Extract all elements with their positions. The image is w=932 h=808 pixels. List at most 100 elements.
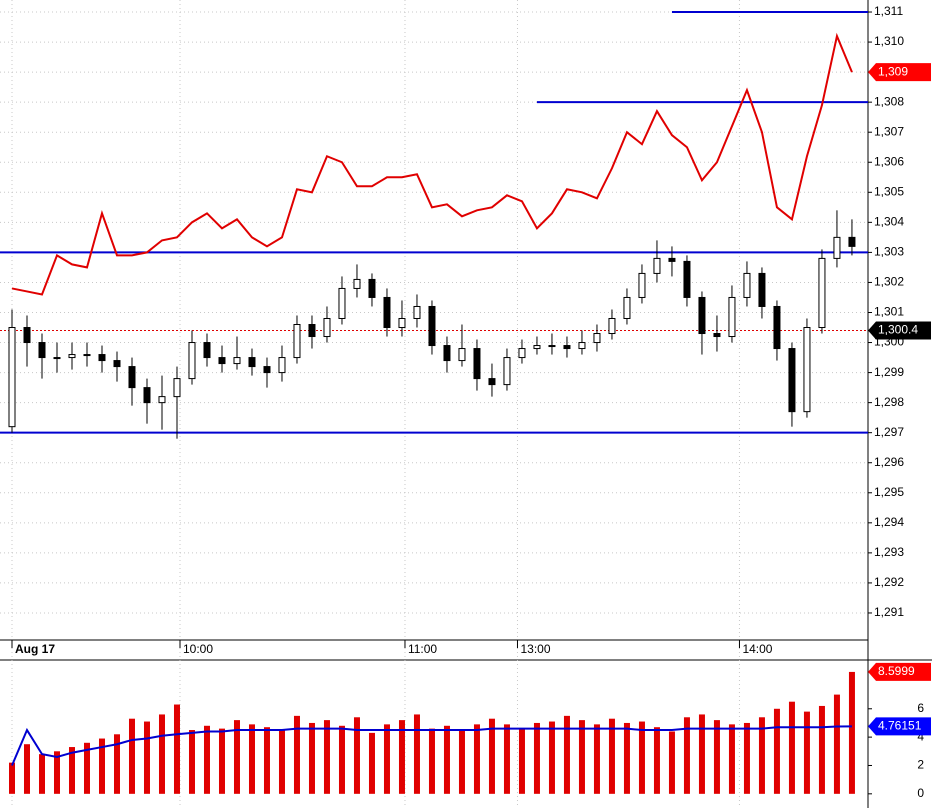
- volume-bar: [143, 721, 150, 794]
- candle-body: [833, 236, 841, 259]
- y-tick-label: 1,302: [874, 275, 904, 289]
- candle-body: [383, 296, 391, 329]
- price-flag: [868, 321, 931, 340]
- candle-body: [263, 366, 271, 374]
- volume-bar: [113, 734, 120, 794]
- candle-body: [593, 333, 601, 344]
- volume-bar: [38, 754, 45, 794]
- candle-body: [443, 345, 451, 362]
- candle-body: [248, 357, 256, 368]
- candle-body: [503, 357, 511, 386]
- candle-body: [713, 333, 721, 338]
- candle-body: [38, 342, 46, 359]
- volume-bar: [98, 738, 105, 794]
- volume-bar: [638, 721, 645, 794]
- volume-bar: [818, 705, 825, 794]
- volume-bar: [593, 724, 600, 794]
- candle-body: [428, 305, 436, 347]
- volume-bar: [233, 720, 240, 794]
- y-tick-label: 1,293: [874, 545, 904, 559]
- candle-body: [128, 366, 136, 389]
- volume-bar: [653, 727, 660, 794]
- price-flag: [868, 63, 931, 82]
- y-tick-label: 1,304: [874, 215, 904, 229]
- y-tick-label: 1,306: [874, 154, 904, 168]
- price-flag-label: 8.5999: [878, 664, 915, 678]
- volume-bar: [8, 762, 15, 794]
- candle-body: [458, 348, 466, 362]
- candle-body: [413, 305, 421, 319]
- candle-body: [728, 296, 736, 338]
- candle-body: [338, 287, 346, 319]
- volume-bar: [188, 730, 195, 794]
- volume-bar: [383, 724, 390, 794]
- volume-bar: [308, 722, 315, 794]
- candle-body: [758, 272, 766, 307]
- y-tick-label: 1,305: [874, 184, 904, 198]
- candle-body: [203, 342, 211, 359]
- candle-body: [53, 357, 61, 360]
- candle-body: [173, 378, 181, 398]
- candle-body: [518, 348, 526, 359]
- candle-body: [398, 317, 406, 329]
- candle-body: [818, 257, 826, 329]
- volume-bar: [158, 714, 165, 794]
- price-flag-label: 1,309: [878, 64, 908, 78]
- candle-body: [323, 317, 331, 338]
- volume-bar: [128, 718, 135, 794]
- volume-bar: [443, 725, 450, 794]
- volume-bar: [278, 730, 285, 794]
- volume-bar: [608, 718, 615, 794]
- volume-bar: [23, 744, 30, 794]
- volume-bar: [713, 720, 720, 794]
- candle-body: [143, 387, 151, 404]
- price-flag-label: 1,300.4: [878, 323, 918, 337]
- candle-body: [533, 345, 541, 350]
- candle-body: [308, 324, 316, 338]
- candle-body: [8, 327, 16, 428]
- candle-body: [293, 324, 301, 359]
- candle-body: [488, 378, 496, 386]
- y-tick-label: 1,311: [874, 4, 903, 18]
- volume-bar: [173, 704, 180, 794]
- volume-bar: [698, 714, 705, 794]
- candle-body: [278, 357, 286, 374]
- volume-bar: [53, 751, 60, 794]
- candle-body: [578, 342, 586, 350]
- volume-bar: [398, 720, 405, 794]
- candle-body: [368, 278, 376, 298]
- volume-bar: [368, 732, 375, 794]
- volume-bar: [533, 722, 540, 794]
- candle-body: [98, 354, 106, 362]
- volume-bar: [503, 724, 510, 794]
- volume-bar: [833, 694, 840, 794]
- candle-body: [158, 396, 166, 404]
- y-tick-label: 1,310: [874, 34, 904, 48]
- volume-bar: [473, 724, 480, 794]
- volume-bar: [578, 720, 585, 794]
- volume-bar: [683, 717, 690, 794]
- candle-body: [638, 272, 646, 298]
- candle-body: [608, 317, 616, 335]
- candle-body: [353, 278, 361, 289]
- volume-bar: [413, 714, 420, 794]
- candle-body: [23, 327, 31, 344]
- y-tick-label: 1,301: [874, 305, 904, 319]
- volume-tick-label: 0: [917, 786, 924, 800]
- y-tick-label: 1,308: [874, 94, 904, 108]
- y-tick-label: 1,303: [874, 245, 904, 259]
- volume-bar: [353, 717, 360, 794]
- candle-body: [788, 348, 796, 413]
- volume-bar: [743, 722, 750, 794]
- volume-tick-label: 6: [917, 701, 924, 715]
- price-line: [11, 32, 853, 296]
- y-tick-label: 1,292: [874, 575, 904, 589]
- volume-bar: [623, 722, 630, 794]
- y-tick-label: 1,295: [874, 485, 904, 499]
- volume-bar: [728, 724, 735, 794]
- volume-bar: [668, 731, 675, 794]
- candle-body: [653, 257, 661, 274]
- y-tick-label: 1,291: [874, 605, 904, 619]
- volume-bar: [83, 742, 90, 794]
- candle-body: [188, 342, 196, 380]
